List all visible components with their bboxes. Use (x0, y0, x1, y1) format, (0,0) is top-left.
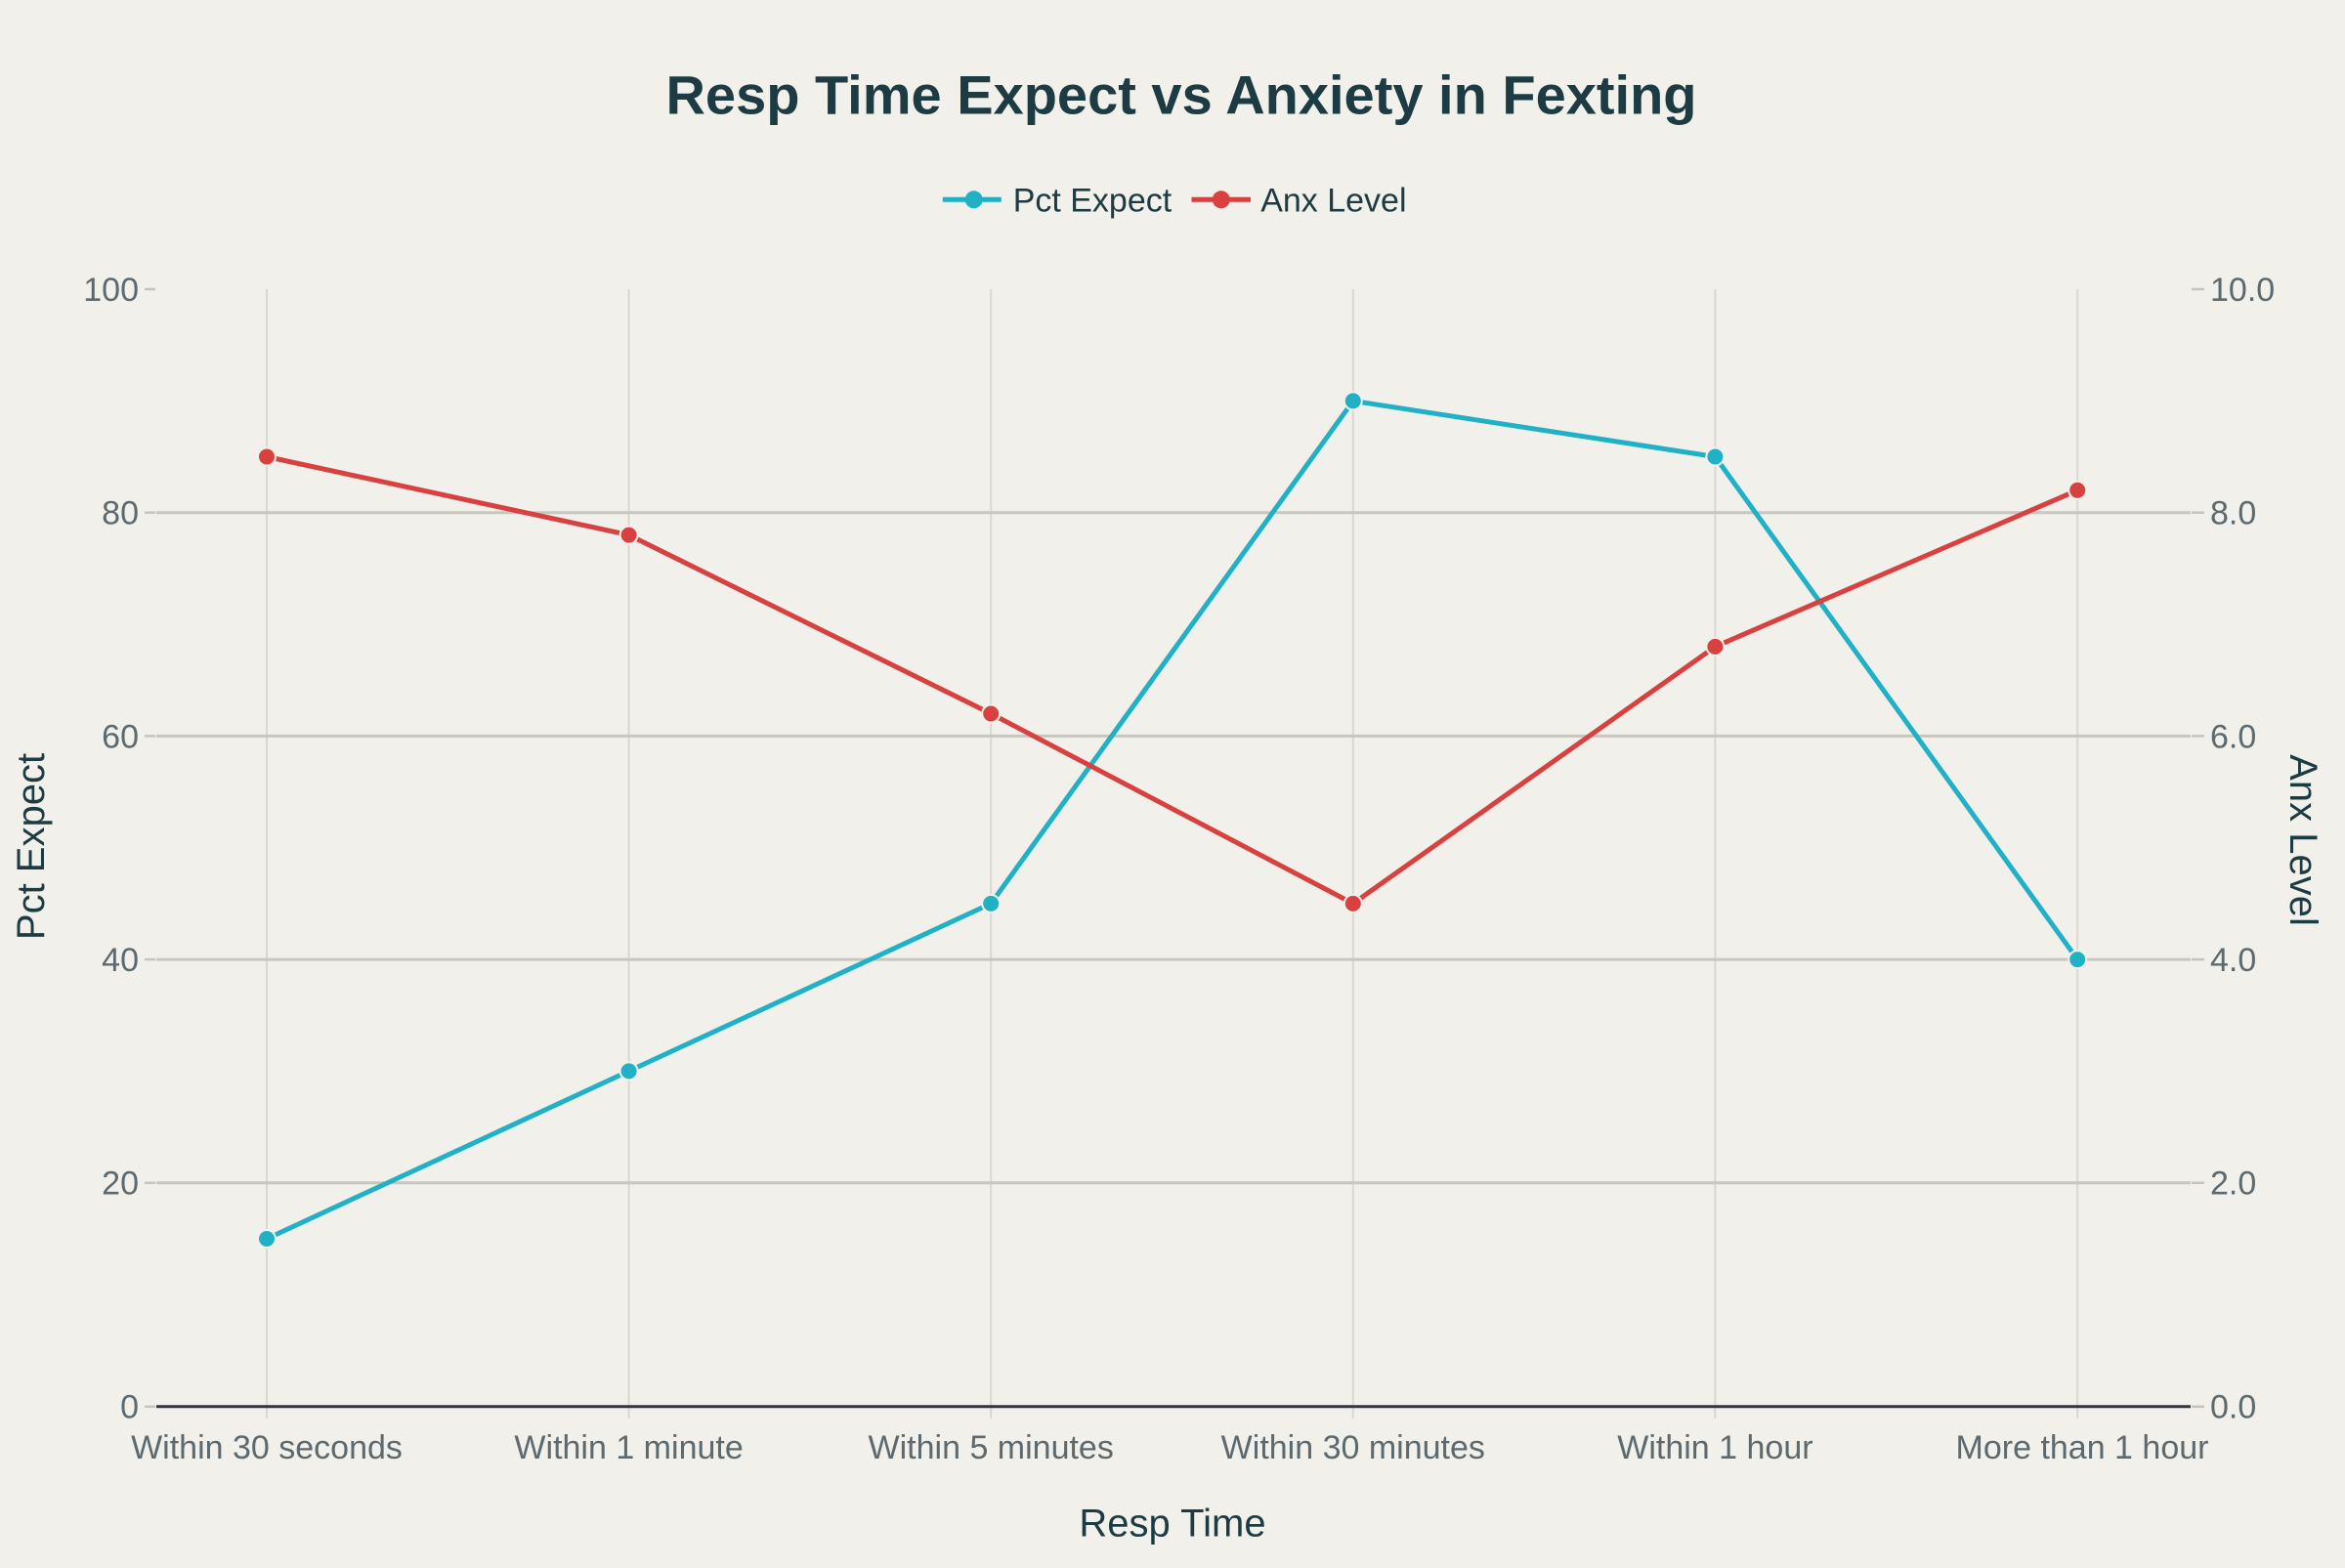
svg-text:Within 5 minutes: Within 5 minutes (869, 1429, 1114, 1466)
svg-text:Within 1 hour: Within 1 hour (1617, 1429, 1812, 1466)
svg-text:Within 1 minute: Within 1 minute (514, 1429, 743, 1466)
svg-text:Pct Expect: Pct Expect (10, 753, 53, 940)
svg-text:40: 40 (102, 942, 139, 979)
svg-text:0.0: 0.0 (2210, 1389, 2256, 1426)
svg-text:8.0: 8.0 (2210, 495, 2256, 532)
svg-text:Resp Time: Resp Time (1079, 1503, 1265, 1546)
svg-text:Anx Level: Anx Level (2281, 754, 2324, 926)
svg-text:6.0: 6.0 (2210, 718, 2256, 755)
svg-text:10.0: 10.0 (2210, 272, 2275, 309)
svg-text:80: 80 (102, 495, 139, 532)
svg-text:Pct Expect: Pct Expect (1013, 182, 1172, 219)
svg-text:2.0: 2.0 (2210, 1165, 2256, 1203)
svg-text:Within 30 seconds: Within 30 seconds (131, 1429, 403, 1466)
svg-text:Resp Time Expect vs Anxiety in: Resp Time Expect vs Anxiety in Fexting (665, 64, 1696, 126)
svg-text:4.0: 4.0 (2210, 942, 2256, 979)
svg-text:Within 30 minutes: Within 30 minutes (1221, 1429, 1485, 1466)
svg-text:0: 0 (120, 1389, 139, 1426)
svg-text:100: 100 (83, 272, 139, 309)
svg-text:More than 1 hour: More than 1 hour (1956, 1429, 2209, 1466)
svg-text:Anx Level: Anx Level (1260, 182, 1406, 219)
svg-text:60: 60 (102, 718, 139, 755)
svg-text:20: 20 (102, 1165, 139, 1203)
